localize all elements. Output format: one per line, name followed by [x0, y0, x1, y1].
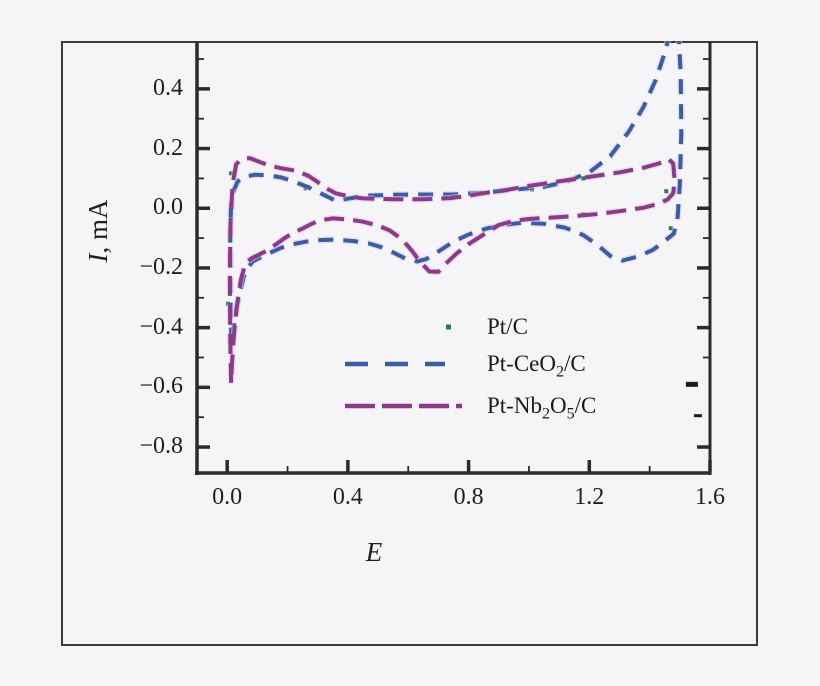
- legend-label-text: Pt/C: [487, 314, 528, 339]
- x-axis-title: E: [344, 537, 404, 568]
- legend-label-subscript: 5: [566, 405, 575, 423]
- cv-curves: [226, 41, 685, 384]
- y-tick-label-−0.4: −0.4: [139, 313, 183, 340]
- x-tick-label-0.0: 0.0: [212, 484, 243, 510]
- legend-label-text: O: [550, 393, 567, 418]
- legend-item-Pt-Nb2O5/C: Pt-Nb2O5/C: [345, 391, 597, 422]
- y-tick-label-0.0: 0.0: [153, 194, 183, 221]
- y-tick-label-−0.2: −0.2: [139, 253, 183, 280]
- x-axis-title-text: E: [365, 537, 383, 567]
- legend-dash-marker: [345, 349, 462, 379]
- stray-dash: [693, 414, 702, 418]
- legend-label-text: /C: [564, 351, 586, 376]
- legend-label-text: /C: [574, 393, 597, 418]
- y-tick-label-0.2: 0.2: [153, 134, 183, 161]
- legend-label: Pt/C: [487, 314, 528, 340]
- legend-dot-marker: [345, 312, 462, 342]
- dot-pt-c: [229, 171, 234, 176]
- y-axis-title-units: , mA: [83, 199, 113, 254]
- curve-halo-pt-ceo2-c: [226, 41, 685, 344]
- legend-label-text: Pt-Nb: [487, 393, 542, 418]
- dot-pt-c: [664, 189, 669, 194]
- legend-dash-marker: [345, 391, 462, 421]
- x-tick-label-1.2: 1.2: [574, 484, 605, 510]
- curve-pt-ceo2-c: [228, 41, 684, 343]
- legend-label-subscript: 2: [556, 363, 565, 381]
- legend-dot: [446, 324, 451, 330]
- legend-label-subscript: 2: [541, 405, 550, 423]
- axis-ticks: [197, 58, 712, 473]
- stray-dash: [685, 381, 698, 387]
- x-tick-label-0.8: 0.8: [453, 484, 484, 510]
- figure-frame: [61, 41, 758, 646]
- legend-item-Pt/C: Pt/C: [345, 312, 528, 342]
- y-tick-label-−0.8: −0.8: [139, 433, 183, 460]
- x-tick-label-0.4: 0.4: [332, 484, 363, 510]
- y-axis-title-symbol: I: [83, 253, 113, 263]
- y-axis-title: I, mA: [83, 170, 117, 292]
- legend-label: Pt-CeO2/C: [487, 351, 586, 380]
- dot-pt-c: [668, 226, 673, 231]
- legend-label: Pt-Nb2O5/C: [487, 393, 597, 422]
- curve-pt-nb2o5-c: [227, 156, 677, 383]
- y-tick-label-−0.6: −0.6: [139, 373, 183, 400]
- stray-marks: [685, 381, 702, 418]
- legend-label-text: Pt-CeO: [487, 351, 556, 376]
- legend-item-Pt-CeO2/C: Pt-CeO2/C: [345, 349, 586, 380]
- y-tick-label-0.4: 0.4: [153, 74, 183, 101]
- x-tick-label-1.6: 1.6: [695, 484, 725, 510]
- dot-pt-c: [581, 176, 586, 181]
